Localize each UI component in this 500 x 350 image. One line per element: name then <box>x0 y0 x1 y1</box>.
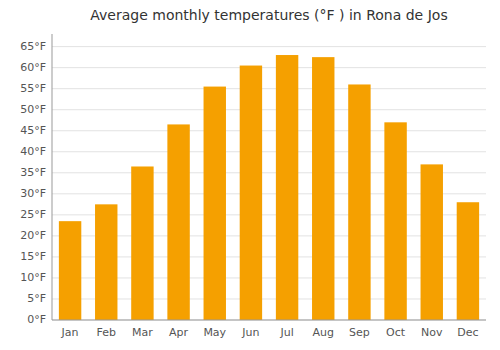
x-axis-line <box>52 320 486 321</box>
x-tick-label: May <box>203 326 226 339</box>
y-tick-label: 40°F <box>20 145 46 158</box>
grid-line <box>52 320 486 321</box>
x-tick-label: Feb <box>97 326 116 339</box>
chart: 0°F 5°F 10°F 15°F 20°F 25°F 30°F 35°F 40°F 45°F 50… <box>0 0 500 350</box>
x-tick-label: Mar <box>132 326 153 339</box>
bar <box>276 55 298 320</box>
grid-line <box>52 88 486 89</box>
grid <box>52 47 486 320</box>
y-ticks: 0°F 5°F 10°F 15°F 20°F 25°F 30°F 35°F 40°F 45°F 50… <box>20 40 46 326</box>
grid-line <box>52 46 486 47</box>
grid-line <box>52 151 486 152</box>
y-tick-label: 5°F <box>27 292 46 305</box>
x-tick-label: Jun <box>241 326 259 339</box>
y-axis-line <box>52 34 53 320</box>
bar <box>204 87 226 320</box>
bar <box>240 66 262 320</box>
x-tick-label: Oct <box>386 326 406 339</box>
y-tick-label: 20°F <box>20 229 46 242</box>
grid-line <box>52 109 486 110</box>
bar <box>59 221 81 320</box>
y-tick-label: 55°F <box>20 82 46 95</box>
x-tick-label: Sep <box>349 326 370 339</box>
y-tick-label: 0°F <box>27 313 46 326</box>
x-ticks: Jan Feb Mar Apr May Jun Jul Aug Sep Oct Nov Dec <box>61 326 479 339</box>
x-tick-label: Nov <box>421 326 443 339</box>
y-tick-label: 45°F <box>20 124 46 137</box>
y-tick-label: 10°F <box>20 271 46 284</box>
x-tick-label: Jul <box>279 326 293 339</box>
bar <box>457 202 479 320</box>
x-tick-label: Apr <box>169 326 189 339</box>
x-tick-label: Aug <box>313 326 334 339</box>
x-tick-label: Dec <box>457 326 478 339</box>
y-tick-label: 30°F <box>20 187 46 200</box>
bars <box>59 55 479 320</box>
y-tick-label: 25°F <box>20 208 46 221</box>
bar <box>384 122 406 320</box>
y-tick-label: 65°F <box>20 40 46 53</box>
grid-line <box>52 67 486 68</box>
bar <box>95 204 117 320</box>
y-tick-label: 15°F <box>20 250 46 263</box>
bar <box>312 57 334 320</box>
bar <box>421 164 443 320</box>
bar <box>167 124 189 320</box>
grid-line <box>52 130 486 131</box>
bar <box>131 166 153 320</box>
y-tick-label: 60°F <box>20 61 46 74</box>
y-tick-label: 50°F <box>20 103 46 116</box>
x-tick-label: Jan <box>61 326 79 339</box>
bar <box>348 84 370 320</box>
title: Average monthly temperatures (°F ) in Ro… <box>90 7 447 23</box>
y-tick-label: 35°F <box>20 166 46 179</box>
